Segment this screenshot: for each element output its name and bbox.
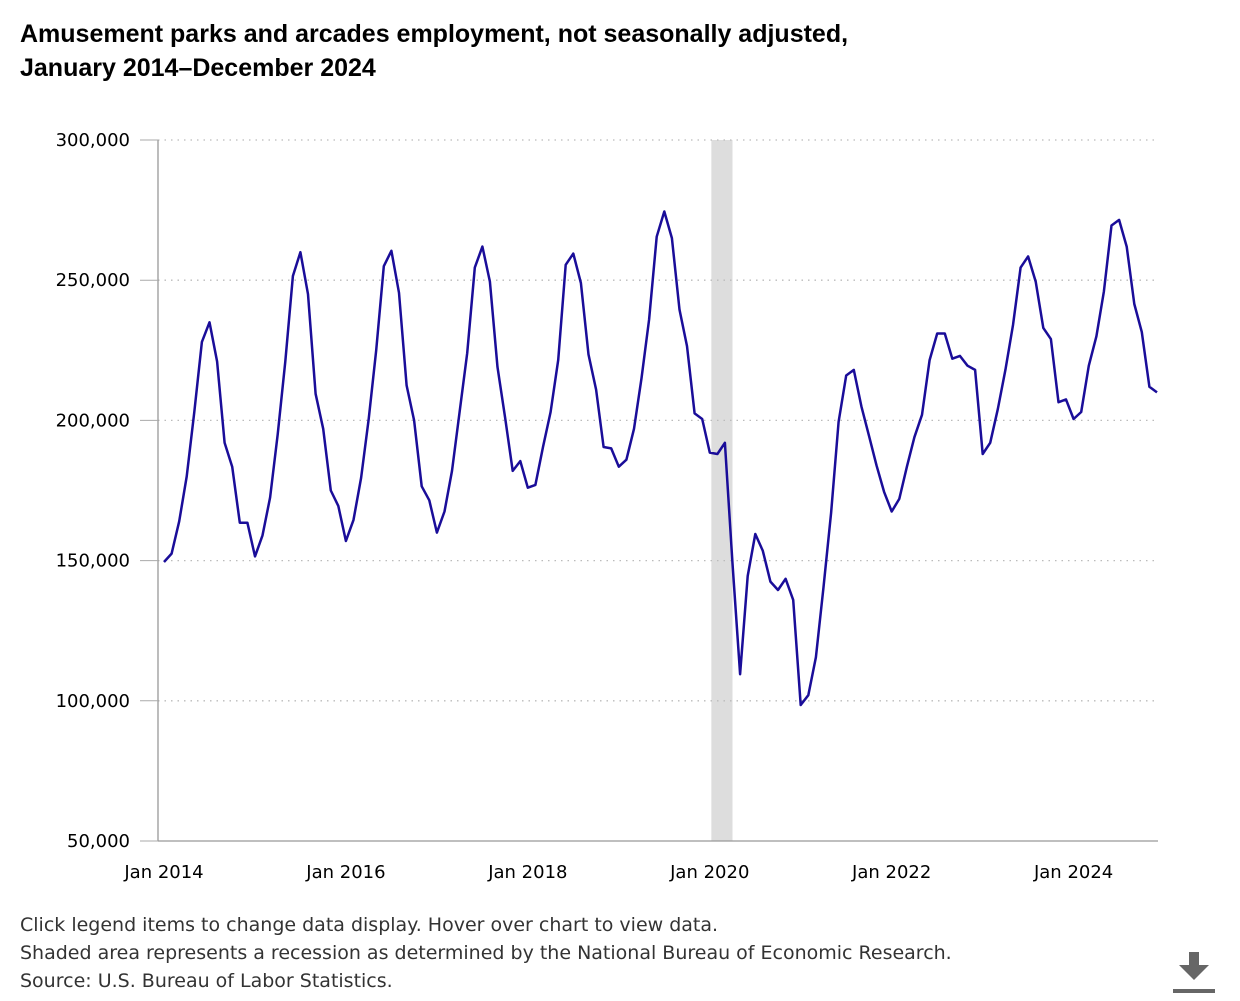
line-chart[interactable]: 50,000 100,000 150,000 200,000 250,000 300,00… (0, 0, 1240, 900)
note-recession: Shaded area represents a recession as de… (20, 942, 952, 964)
series-layer[interactable] (163, 210, 1158, 707)
chart-title: Amusement parks and arcades employment, … (20, 17, 1200, 85)
y-tick-label: 50,000 (67, 831, 130, 852)
chart-title-line-2: January 2014–December 2024 (20, 54, 376, 82)
y-axis-ticks: 50,000 100,000 150,000 200,000 250,000 300,00… (56, 130, 158, 852)
y-tick-label: 150,000 (56, 551, 130, 572)
recession-band (711, 140, 733, 841)
y-tick-label: 300,000 (56, 130, 130, 151)
y-tick-label: 250,000 (56, 270, 130, 291)
x-axis-ticks: Jan 2014 Jan 2016 Jan 2018 Jan 2020 Jan 2022… (123, 862, 1113, 883)
axes (157, 140, 1158, 842)
x-tick-label: Jan 2014 (123, 862, 203, 883)
series-line[interactable] (163, 210, 1158, 707)
note-source: Source: U.S. Bureau of Labor Statistics. (20, 970, 393, 992)
x-tick-label: Jan 2024 (1033, 862, 1113, 883)
y-tick-label: 200,000 (56, 410, 130, 431)
x-tick-label: Jan 2018 (487, 862, 567, 883)
gridlines (158, 139, 1158, 702)
download-icon[interactable] (1170, 950, 1218, 996)
chart-notes: Click legend items to change data displa… (20, 911, 952, 995)
x-tick-label: Jan 2020 (669, 862, 749, 883)
x-tick-label: Jan 2022 (851, 862, 931, 883)
chart-title-line-1: Amusement parks and arcades employment, … (20, 20, 849, 48)
recession-layer (711, 140, 733, 841)
x-tick-label: Jan 2016 (305, 862, 385, 883)
y-tick-label: 100,000 (56, 691, 130, 712)
note-interaction-hint: Click legend items to change data displa… (20, 914, 719, 936)
